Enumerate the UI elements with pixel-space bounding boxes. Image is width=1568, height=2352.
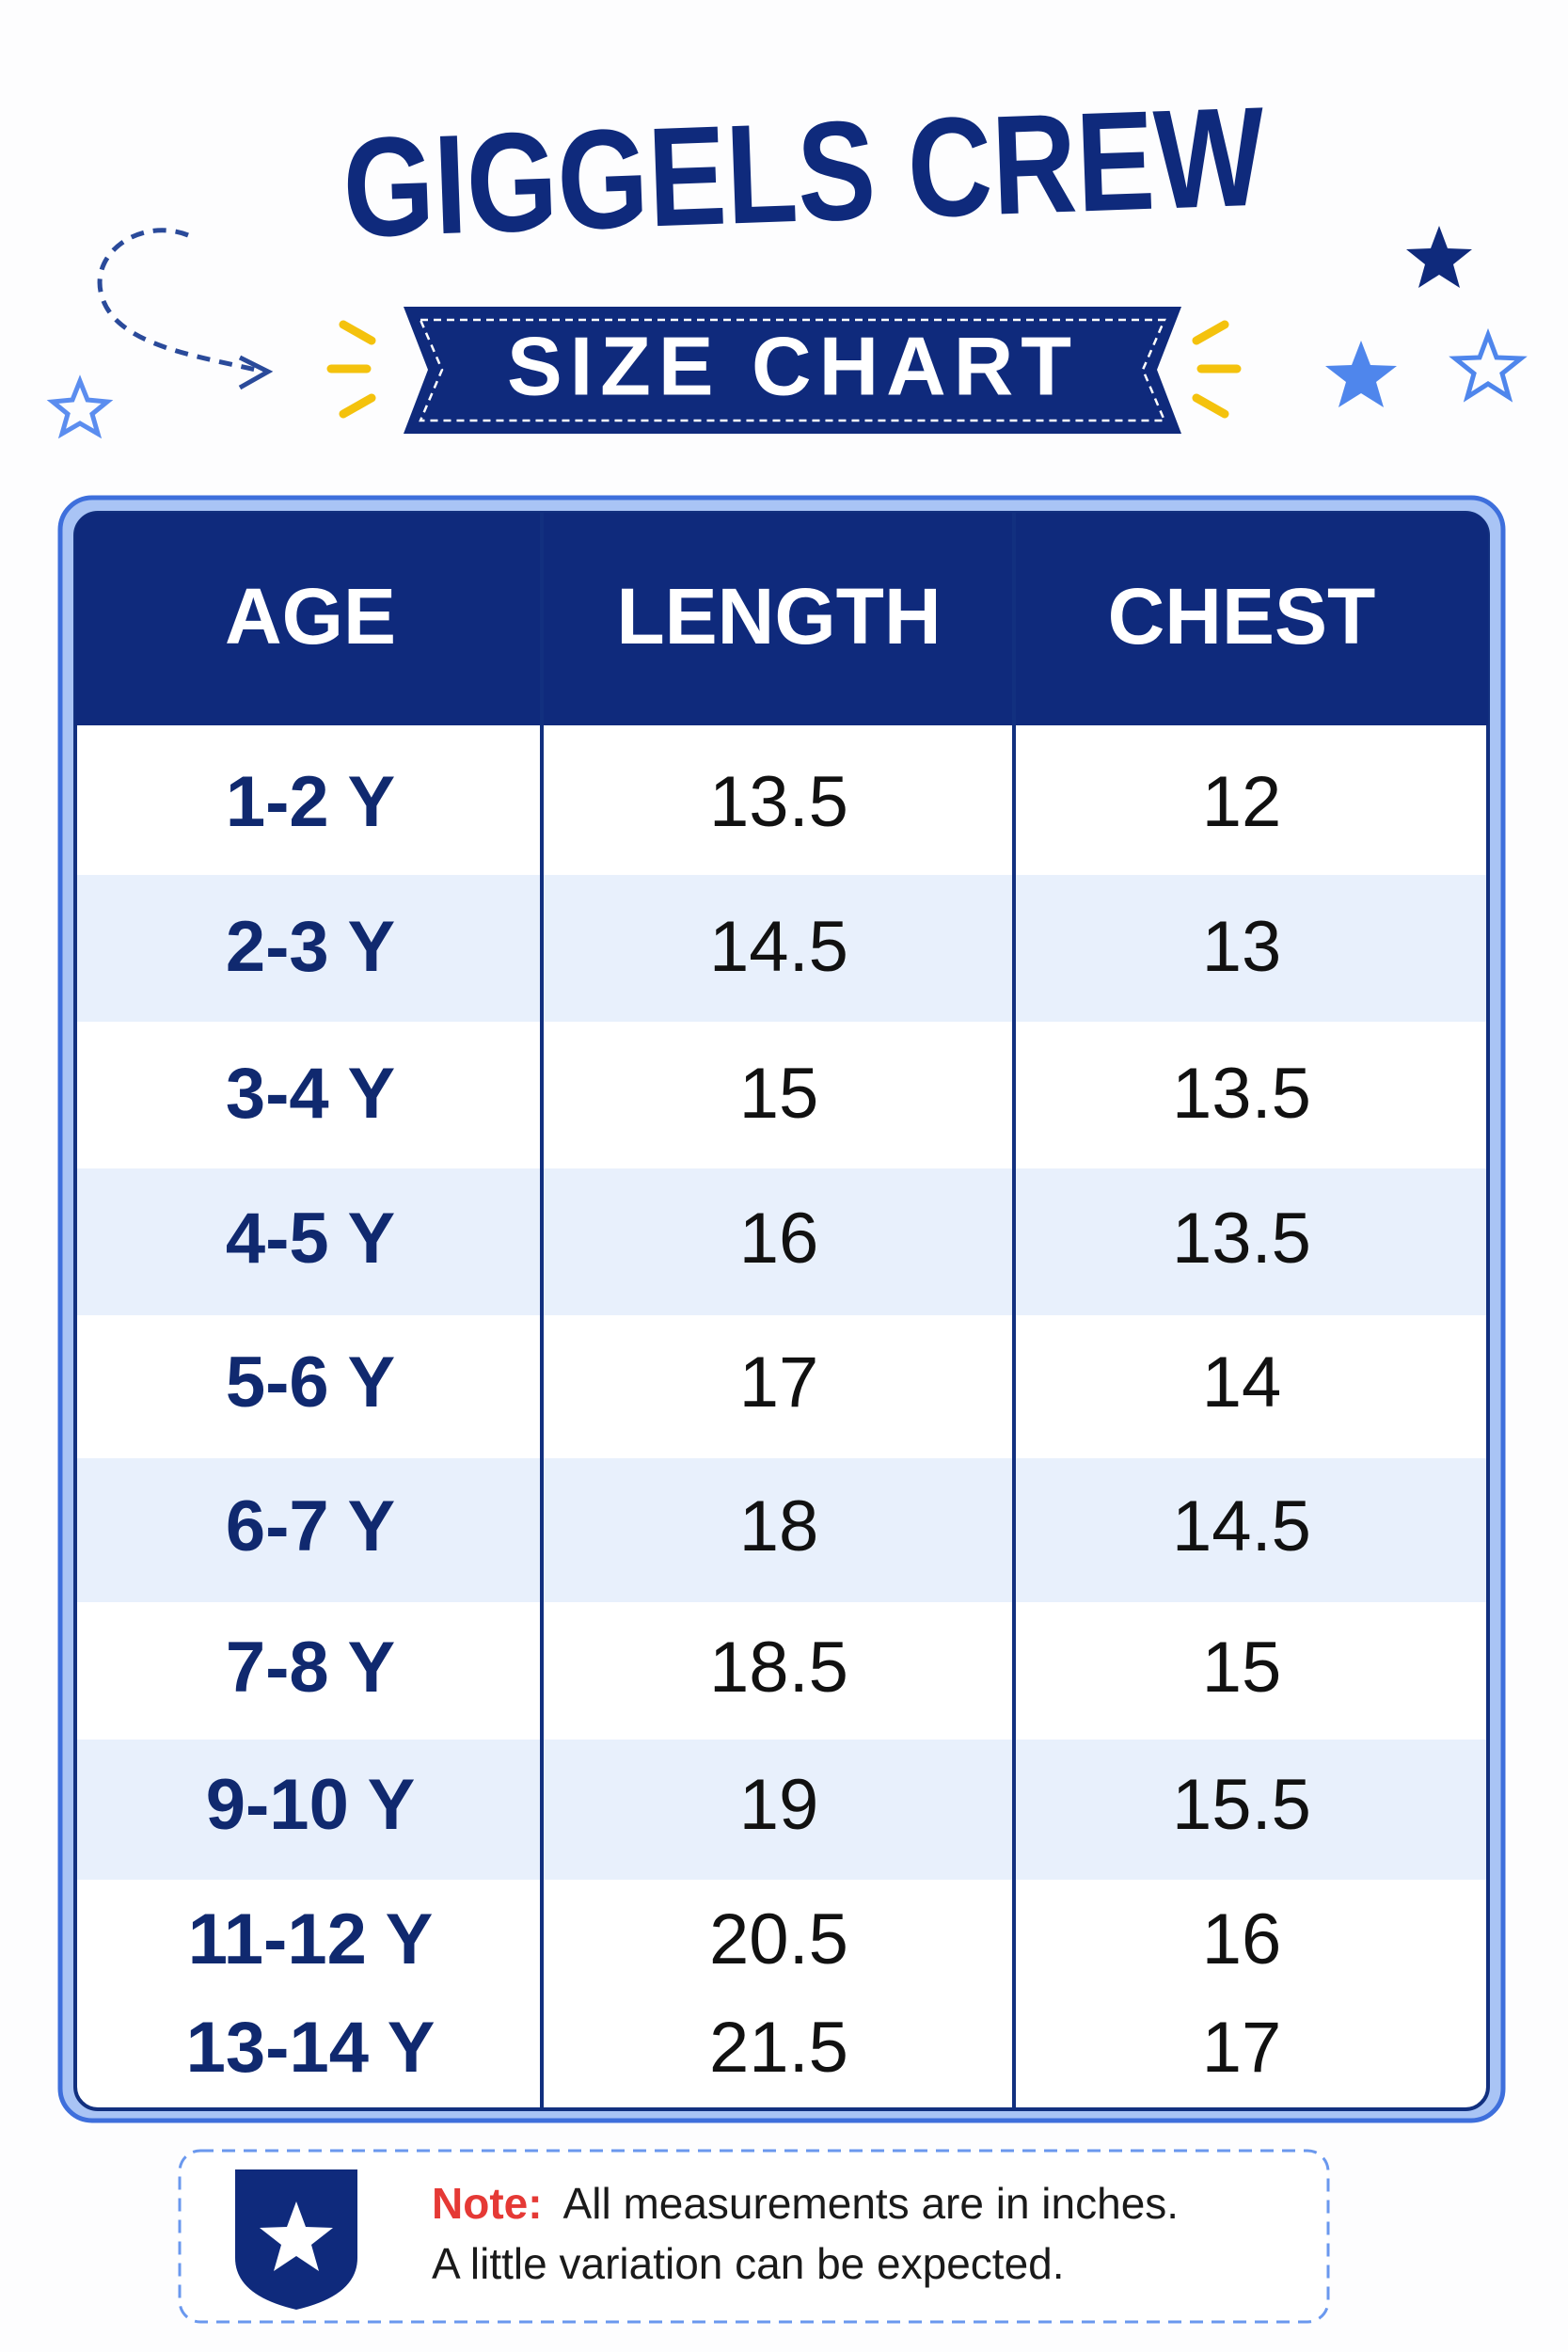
note-text: All measurements are in inches. [563,2179,1180,2228]
measure-cell: 14 [1202,1343,1282,1422]
star [1449,327,1528,403]
measure-cell: 13 [1202,907,1282,987]
column-header: AGE [225,572,396,660]
age-cell: 9-10 Y [206,1765,416,1845]
age-cell: 13-14 Y [186,2008,436,2088]
title: GIGGELS CREW [341,77,1268,267]
banner-stitch [419,318,1166,422]
measure-cell: 17 [739,1343,819,1422]
row-stripe [77,875,1486,1022]
measure-cell: 14.5 [1172,1486,1311,1566]
banner [404,307,1181,434]
note-text: A little variation can be expected. [432,2239,1065,2288]
measure-cell: 12 [1202,762,1282,842]
row-stripe [77,1168,1486,1315]
age-cell: 11-12 Y [188,1899,434,1979]
row-stripe [77,1740,1486,1880]
column-header: CHEST [1108,572,1376,660]
age-cell: 6-7 Y [226,1486,395,1566]
age-cell: 2-3 Y [226,907,395,987]
measure-cell: 19 [739,1765,819,1845]
measure-cell: 16 [739,1199,819,1279]
measure-cell: 21.5 [709,2008,848,2088]
measure-cell: 13.5 [709,762,848,842]
note-line: Note: All measurements are in inches. [432,2179,1179,2228]
measure-cell: 16 [1202,1899,1282,1979]
measure-cell: 18.5 [709,1628,848,1708]
age-cell: 5-6 Y [226,1343,395,1422]
measure-cell: 15 [1202,1628,1282,1708]
measure-cell: 13.5 [1172,1054,1311,1134]
badge-star [260,2201,333,2271]
doodle-arrow [238,355,274,390]
measure-cell: 15.5 [1172,1765,1311,1845]
measure-cell: 20.5 [709,1899,848,1979]
note-label: Note: [432,2179,543,2228]
age-cell: 4-5 Y [226,1199,395,1279]
note-box [178,2149,1330,2324]
star [1406,226,1472,288]
doodle-path [97,228,264,374]
age-cell: 3-4 Y [226,1054,395,1134]
measure-cell: 13.5 [1172,1199,1311,1279]
row-stripe [77,1458,1486,1602]
rays [326,320,1242,419]
age-cell: 1-2 Y [226,762,395,842]
age-cell: 7-8 Y [226,1628,395,1708]
measure-cell: 14.5 [709,907,848,987]
measure-cell: 18 [739,1486,819,1566]
subtitle: SIZE CHART [507,319,1079,412]
star [1325,341,1397,407]
table-header [75,513,1488,725]
measure-cell: 15 [739,1054,819,1134]
measure-cell: 17 [1202,2008,1282,2088]
star [46,374,114,439]
column-header: LENGTH [616,572,941,660]
